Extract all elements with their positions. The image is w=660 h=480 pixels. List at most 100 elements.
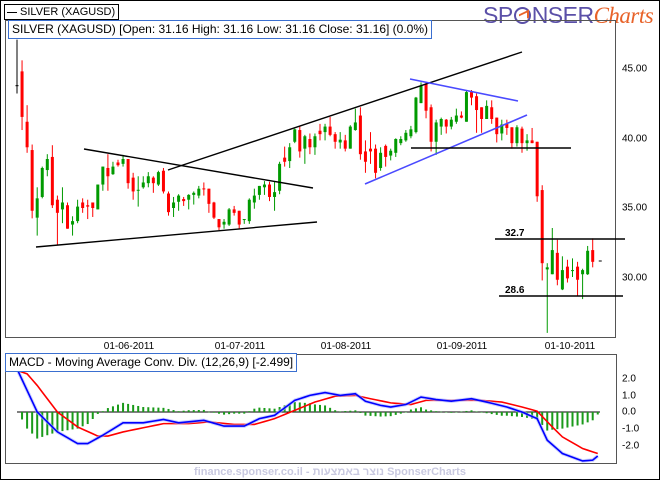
level-label-32-7: 32.7 <box>505 228 525 239</box>
candle <box>106 154 110 191</box>
trendline-upper-triangle[interactable] <box>83 148 314 189</box>
histogram-bar <box>233 412 236 414</box>
histogram-bar <box>460 411 463 413</box>
trendline-lower-support[interactable] <box>35 221 318 248</box>
candle <box>565 259 569 283</box>
candle-body <box>424 83 428 111</box>
histogram-bar <box>344 411 347 412</box>
histogram-bar <box>324 405 327 412</box>
candle <box>45 154 49 177</box>
histogram-bar <box>475 411 478 412</box>
candle-body <box>121 159 125 164</box>
candle-body <box>459 115 463 118</box>
histogram-bar <box>212 412 215 413</box>
candlestick-series <box>15 39 595 333</box>
histogram-bar <box>384 412 387 417</box>
histogram-bar <box>228 412 231 415</box>
candle <box>293 128 297 144</box>
histogram-bar <box>162 407 165 412</box>
candle <box>86 199 90 220</box>
histogram-bar <box>541 412 544 426</box>
candle-body <box>227 209 231 225</box>
macd-plot-area[interactable] <box>5 354 617 464</box>
candle-body <box>257 185 261 195</box>
candle <box>227 208 231 226</box>
histogram-bar <box>556 412 559 430</box>
candle <box>252 188 256 209</box>
candle-body <box>212 202 216 218</box>
candle <box>560 256 564 291</box>
candle <box>303 134 307 164</box>
price-axis-tick: 45.00 <box>622 63 648 75</box>
candle <box>434 119 438 155</box>
candle-body <box>485 105 489 119</box>
candle <box>358 107 362 160</box>
candle <box>520 126 524 153</box>
histogram-bar <box>298 402 301 412</box>
histogram-bar <box>581 412 584 425</box>
candle-body <box>353 122 357 131</box>
candle-body <box>106 167 110 177</box>
histogram-bar <box>334 410 337 412</box>
date-axis-tick: 01-09-2011 <box>436 341 488 352</box>
histogram-bar <box>177 411 180 412</box>
candle-body <box>86 205 90 207</box>
candle-body <box>146 176 150 184</box>
trendline-rising-resistance[interactable] <box>167 51 523 171</box>
candle-body <box>237 210 241 225</box>
channel-upper-line[interactable] <box>409 78 519 102</box>
candle-body <box>520 128 524 144</box>
candle <box>444 118 448 134</box>
candle-body <box>126 159 130 184</box>
histogram-bar <box>81 412 84 427</box>
histogram-bar <box>137 405 140 412</box>
candle <box>197 185 201 199</box>
candle <box>96 184 100 210</box>
logo-text-sp: SP <box>483 2 513 28</box>
channel-lower-line[interactable] <box>364 114 528 185</box>
candle <box>35 187 39 236</box>
histogram-bar <box>596 412 599 415</box>
histogram-bar <box>243 412 246 414</box>
histogram-bar <box>576 412 579 426</box>
candle-body <box>571 270 574 272</box>
candle-body <box>515 127 519 144</box>
candle <box>505 119 509 135</box>
candle-body <box>30 150 34 211</box>
candle <box>414 96 418 134</box>
candle <box>146 172 150 188</box>
candle-body <box>576 266 580 280</box>
histogram-bar <box>409 409 412 412</box>
histogram-bar <box>551 412 554 430</box>
candle <box>424 81 428 119</box>
candle-body <box>273 192 277 197</box>
candle <box>323 123 327 141</box>
candle-body <box>343 140 347 149</box>
candle <box>374 144 378 179</box>
histogram-bar <box>389 412 392 417</box>
candle-body <box>232 209 236 213</box>
candle-body <box>81 202 85 208</box>
histogram-bar <box>101 411 104 412</box>
candle-body <box>197 188 201 196</box>
histogram-bar <box>445 412 448 413</box>
histogram-bar <box>218 412 220 414</box>
candle <box>409 125 413 139</box>
candle-body <box>560 270 564 290</box>
candle <box>500 119 504 141</box>
histogram-bar <box>329 407 332 412</box>
candle-body <box>419 85 423 104</box>
histogram-bar <box>293 402 296 412</box>
candle-body <box>374 148 378 173</box>
signal-line <box>16 369 598 455</box>
candle-body <box>379 152 383 168</box>
macd-axis-tick: 2.0 <box>622 373 636 385</box>
histogram-bar <box>192 410 195 412</box>
candle <box>399 136 403 146</box>
histogram-bar <box>425 409 428 412</box>
histogram-bar <box>308 403 311 412</box>
candle <box>439 117 443 135</box>
candle <box>555 239 559 286</box>
candle-body <box>192 192 196 195</box>
candle-body <box>363 151 367 162</box>
